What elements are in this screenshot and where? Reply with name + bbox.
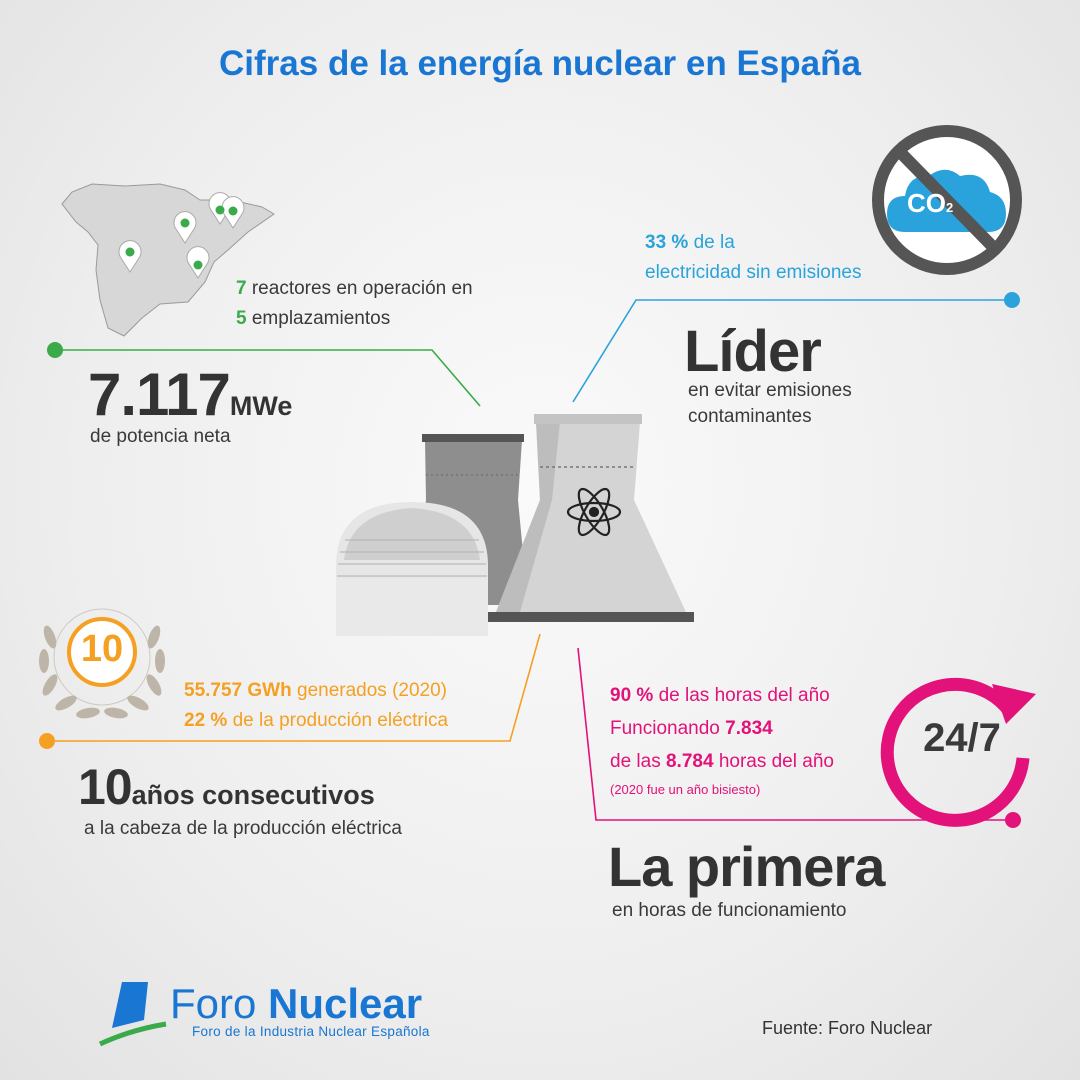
emissions-caption: en evitar emisiones contaminantes: [688, 380, 852, 427]
years-caption: a la cabeza de la producción eléctrica: [84, 818, 402, 839]
production-text: 55.757 GWh generados (2020) 22 % de la p…: [184, 680, 449, 731]
spain-map-icon: [61, 183, 275, 337]
power-headline: 7.117MWe: [88, 360, 292, 429]
power-caption: de potencia neta: [90, 426, 231, 447]
emissions-percent: 33 %: [645, 232, 689, 253]
hours-note: (2020 fue un año bisiesto): [610, 782, 761, 797]
hours-caption: en horas de funcionamiento: [612, 900, 847, 921]
badge-24-7: 24/7: [923, 716, 1001, 760]
foro-nuclear-logo-icon: [98, 982, 167, 1047]
reactors-line2: emplazamientos: [251, 308, 391, 329]
atom-icon: [566, 487, 622, 537]
years-headline: 10años consecutivos: [78, 759, 375, 815]
source-credit: Fuente: Foro Nuclear: [762, 1018, 933, 1038]
logo-subtitle: Foro de la Industria Nuclear Española: [192, 1024, 430, 1039]
hours-text: 90 % de las horas del año Funcionando 7.…: [610, 679, 834, 802]
emissions-line2: electricidad sin emisiones: [645, 262, 862, 283]
laurel-icon: [39, 608, 165, 719]
production-percent: 22 %: [184, 710, 228, 731]
no-co2-icon: [872, 125, 1022, 275]
years-badge: 10: [80, 628, 124, 670]
page-title: Cifras de la energía nuclear en España: [219, 44, 861, 83]
emissions-text: 33 % de la electricidad sin emisiones: [645, 228, 862, 288]
emissions-headline: Líder: [684, 319, 822, 384]
reactors-text: 7 reactores en operación en 5 emplazamie…: [236, 274, 473, 334]
gwh-value: 55.757 GWh: [184, 680, 292, 701]
power-value: 7.117: [88, 361, 231, 428]
hours-headline: La primera: [608, 835, 885, 898]
reactors-count: 7: [236, 278, 247, 299]
co2-label: CO2: [907, 188, 954, 218]
logo-title: Foro Nuclear: [170, 980, 423, 1027]
clock-arrow-icon: [880, 677, 1036, 827]
power-unit: MWe: [229, 391, 293, 421]
sites-count: 5: [236, 308, 247, 329]
reactors-line1: reactores en operación en: [251, 278, 473, 299]
nuclear-plant-icon: [336, 414, 694, 636]
